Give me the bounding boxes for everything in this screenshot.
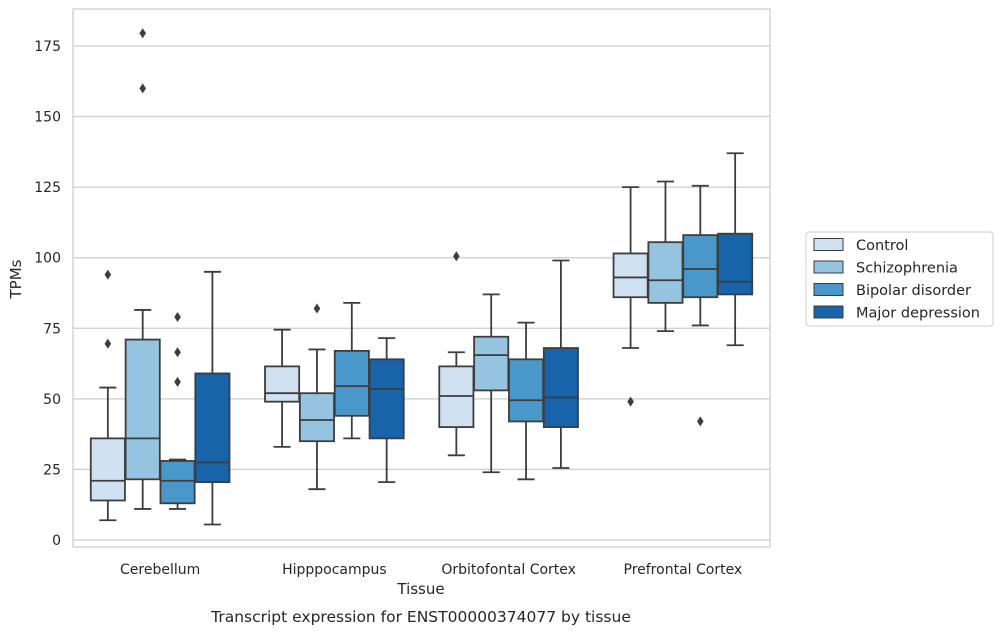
box-plot (368, 337, 405, 484)
legend-swatch (813, 305, 844, 319)
chart-caption: Transcript expression for ENST0000037407… (210, 608, 631, 626)
box-plot (508, 321, 545, 481)
legend: Control Schizophrenia Bipolar disorder Majo… (805, 231, 994, 327)
outlier-point (139, 28, 146, 39)
legend-swatch (813, 283, 844, 296)
y-tick-label: 100 (34, 251, 61, 267)
iqr-box (473, 335, 510, 392)
iqr-box (647, 241, 684, 304)
iqr-box (298, 392, 335, 443)
outlier-point (313, 303, 321, 314)
outlier-point (104, 269, 112, 280)
legend-label: Schizophrenia (856, 261, 958, 277)
iqr-box (194, 372, 231, 484)
box-plot (717, 152, 754, 347)
box-plot (264, 328, 301, 448)
box-plot (159, 311, 196, 510)
iqr-box (368, 358, 405, 440)
box-plot (438, 251, 475, 457)
y-axis-ticks: 0 25 50 75 100 125 150 175 (34, 39, 61, 549)
y-tick-label: 50 (43, 392, 61, 408)
y-tick-label: 25 (43, 462, 61, 478)
outlier-point (697, 416, 704, 427)
box-plot (542, 259, 579, 469)
x-axis-title: Tissue (396, 580, 444, 598)
plot-area-frame (72, 8, 771, 548)
y-tick-label: 75 (43, 321, 61, 337)
box-plot (647, 180, 684, 332)
outlier-point (139, 83, 146, 94)
y-tick-label: 125 (34, 180, 61, 196)
iqr-box (542, 347, 579, 428)
legend-label: Bipolar disorder (856, 283, 971, 299)
box-plot (89, 269, 126, 522)
iqr-box (508, 358, 545, 423)
outlier-point (104, 338, 112, 349)
iqr-box (264, 365, 301, 403)
box-plot-layer (89, 28, 754, 526)
y-tick-label: 175 (34, 39, 61, 55)
x-tick-label: Orbitofontal Cortex (441, 562, 576, 578)
outlier-point (627, 396, 634, 407)
iqr-box (682, 234, 719, 299)
box-plot (333, 301, 370, 440)
legend-label: Control (856, 238, 908, 254)
iqr-box (333, 349, 370, 417)
box-plot (473, 293, 510, 474)
y-tick-label: 150 (34, 110, 61, 126)
outlier-point (174, 376, 181, 387)
legend-label: Major depression (856, 306, 980, 322)
box-plot (298, 303, 335, 491)
box-plot (612, 186, 649, 407)
iqr-box (612, 252, 649, 299)
iqr-box (124, 338, 161, 481)
outlier-point (174, 347, 181, 358)
box-plot (682, 184, 719, 427)
iqr-box (89, 437, 126, 502)
outlier-point (174, 311, 181, 322)
box-plot (124, 28, 161, 510)
legend-swatch (813, 238, 844, 251)
x-tick-label: Hipppocampus (282, 562, 387, 578)
y-axis-title: TPMs (7, 259, 25, 299)
box-plot (194, 270, 231, 526)
legend-frame (805, 231, 994, 327)
legend-swatch (813, 260, 844, 274)
x-axis-ticks: Cerebellum Hipppocampus Orbitofontal Corte… (120, 562, 742, 578)
iqr-box (717, 232, 754, 296)
y-tick-label: 0 (52, 533, 61, 549)
x-tick-label: Prefrontal Cortex (624, 562, 743, 578)
iqr-box (159, 460, 196, 505)
outlier-point (453, 251, 460, 262)
x-tick-label: Cerebellum (120, 562, 200, 578)
